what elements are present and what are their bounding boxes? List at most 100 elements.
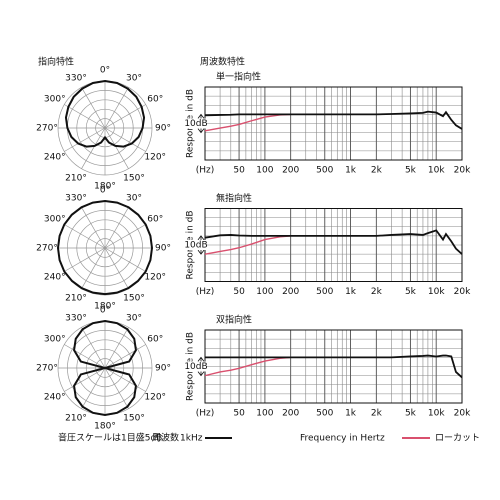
x-tick-label: 20k xyxy=(454,166,471,176)
polar-spoke xyxy=(104,87,129,129)
angle-label: 30° xyxy=(126,313,142,323)
angle-label: 330° xyxy=(65,313,87,323)
angle-label: 60° xyxy=(147,335,163,345)
polar-spoke xyxy=(104,344,146,369)
scale-arrow xyxy=(197,356,205,377)
response-line xyxy=(204,110,463,130)
angle-label: 90° xyxy=(155,244,171,254)
polar-spoke xyxy=(104,224,146,249)
x-tick-label: 500 xyxy=(316,287,333,297)
angle-label: 300° xyxy=(44,215,66,225)
angle-label: 180° xyxy=(94,182,116,192)
polar-pattern xyxy=(73,319,137,417)
polar-spoke xyxy=(64,247,106,272)
x-tick-label: (Hz) xyxy=(196,166,215,176)
angle-label: 0° xyxy=(100,306,110,316)
x-tick-label: 50 xyxy=(233,166,245,176)
scale-bg xyxy=(185,118,207,129)
angle-label: 90° xyxy=(155,124,171,134)
angle-label: 270° xyxy=(36,124,58,134)
angle-label: 30° xyxy=(126,73,142,83)
panel-title: 単一指向性 xyxy=(216,71,261,83)
frequency-heading: 周波数特性 xyxy=(200,56,245,68)
x-tick-label: 500 xyxy=(316,409,333,419)
x-tick-label: 100 xyxy=(256,287,273,297)
x-tick-label: 2k xyxy=(371,409,383,419)
scale-label: 10dB xyxy=(184,241,207,251)
angle-label: 300° xyxy=(44,335,66,345)
polar-spoke xyxy=(104,247,129,289)
x-tick-label: 1k xyxy=(345,409,357,419)
legend-label: ローカット xyxy=(435,433,480,444)
x-tick-label: 10k xyxy=(428,287,445,297)
angle-label: 150° xyxy=(123,174,145,184)
x-tick-label: 10k xyxy=(428,409,445,419)
x-tick-label: 1k xyxy=(345,166,357,176)
scale-bg xyxy=(185,361,207,372)
x-tick-label: 5k xyxy=(405,166,417,176)
x-tick-label: (Hz) xyxy=(196,287,215,297)
polar-spoke xyxy=(64,127,106,152)
polar-spoke xyxy=(104,327,129,369)
polar-spoke xyxy=(104,247,146,272)
angle-label: 330° xyxy=(65,73,87,83)
polar-spoke xyxy=(104,367,129,409)
x-tick-label: 200 xyxy=(282,166,299,176)
angle-label: 240° xyxy=(44,153,66,163)
x-tick-label: 100 xyxy=(256,409,273,419)
polar-spoke xyxy=(81,327,106,369)
scale-label: 10dB xyxy=(184,362,207,372)
polar-spoke xyxy=(81,87,106,129)
legend-label: 1kHz xyxy=(180,434,203,444)
polar-pattern xyxy=(64,79,146,148)
x-tick-label: 5k xyxy=(405,287,417,297)
x-tick-label: 200 xyxy=(282,409,299,419)
polar-spoke xyxy=(81,127,106,169)
angle-label: 120° xyxy=(144,153,166,163)
x-tick-label: 10k xyxy=(428,166,445,176)
angle-label: 120° xyxy=(144,393,166,403)
polar-pattern xyxy=(56,199,154,296)
angle-label: 270° xyxy=(36,244,58,254)
x-tick-label: 2k xyxy=(371,287,383,297)
angle-label: 150° xyxy=(123,414,145,424)
x-tick-label: 50 xyxy=(233,409,245,419)
angle-label: 180° xyxy=(94,302,116,312)
polar-spoke xyxy=(64,104,106,129)
angle-label: 60° xyxy=(147,215,163,225)
angle-label: 30° xyxy=(126,193,142,203)
response-line xyxy=(204,229,463,255)
angle-label: 60° xyxy=(147,95,163,105)
panel-title: 無指向性 xyxy=(216,192,252,204)
angle-label: 180° xyxy=(94,422,116,432)
angle-label: 270° xyxy=(36,364,58,374)
polar-spoke xyxy=(104,207,129,249)
angle-label: 240° xyxy=(44,393,66,403)
scale-label: 10dB xyxy=(184,119,207,129)
polar-spoke xyxy=(81,207,106,249)
x-tick-label: 1k xyxy=(345,287,357,297)
angle-label: 150° xyxy=(123,294,145,304)
x-tick-label: 5k xyxy=(405,409,417,419)
polar-spoke xyxy=(104,104,146,129)
angle-label: 0° xyxy=(100,186,110,196)
polar-spoke xyxy=(64,224,106,249)
x-tick-label: 200 xyxy=(282,287,299,297)
polar-spoke xyxy=(104,127,129,169)
angle-label: 210° xyxy=(65,294,87,304)
angle-label: 210° xyxy=(65,174,87,184)
freq-label: 周波数 xyxy=(152,432,179,444)
response-line xyxy=(204,113,291,132)
polar-spoke xyxy=(64,367,106,392)
response-line xyxy=(204,356,291,377)
polar-spoke xyxy=(81,367,106,409)
x-tick-label: 20k xyxy=(454,409,471,419)
x-tick-label: 20k xyxy=(454,287,471,297)
response-line xyxy=(205,354,463,379)
angle-label: 90° xyxy=(155,364,171,374)
scale-arrow xyxy=(197,113,205,134)
scale-arrow xyxy=(197,235,205,255)
x-tick-label: 500 xyxy=(316,166,333,176)
polar-heading: 指向特性 xyxy=(38,56,74,68)
